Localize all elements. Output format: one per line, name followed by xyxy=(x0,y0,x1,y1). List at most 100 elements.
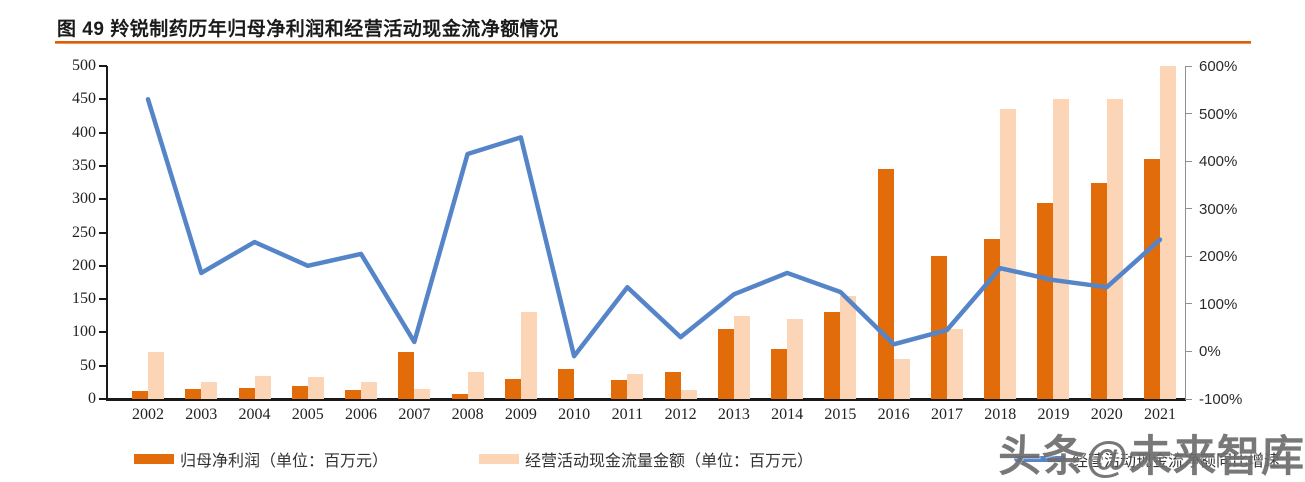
legend-bar-swatch xyxy=(479,454,519,464)
title-underline xyxy=(55,41,1251,44)
x-axis-label: 2015 xyxy=(824,406,857,423)
bar-cash-flow-2006 xyxy=(361,381,378,399)
bar-cash-flow-2002 xyxy=(148,352,164,399)
bar-cash-flow-2016 xyxy=(893,359,910,399)
bar-cash-flow-2015 xyxy=(840,295,857,399)
left-axis-tick xyxy=(99,298,107,301)
x-axis-label: 2009 xyxy=(504,406,537,423)
bar-net-profit-2014 xyxy=(771,349,788,399)
bar-net-profit-2021 xyxy=(1144,159,1160,399)
left-axis-label: 100 xyxy=(72,323,96,341)
bar-net-profit-2013 xyxy=(717,329,734,399)
bar-cash-flow-2018 xyxy=(1000,109,1017,399)
left-axis-tick xyxy=(99,231,107,234)
left-axis-tick xyxy=(99,198,107,201)
left-axis-tick xyxy=(99,65,107,67)
left-axis-tick xyxy=(99,398,107,400)
bar-cash-flow-2012 xyxy=(680,389,697,399)
right-axis-tick xyxy=(1185,398,1192,400)
bar-cash-flow-2021 xyxy=(1160,66,1176,399)
x-axis-label: 2005 xyxy=(291,406,324,423)
left-axis-label: 300 xyxy=(72,190,96,208)
right-axis-label: 400% xyxy=(1199,153,1238,171)
x-axis-label: 2016 xyxy=(877,406,910,423)
right-axis-tick xyxy=(1185,113,1192,115)
x-axis-label: 2004 xyxy=(238,406,271,423)
bar-net-profit-2009 xyxy=(504,379,521,399)
left-axis-label: 200 xyxy=(72,256,96,274)
left-axis-label: 500 xyxy=(72,57,96,74)
legend-item-cash-flow: 经营活动现金流量金额（单位：百万元） xyxy=(479,448,813,470)
x-axis-label: 2002 xyxy=(132,406,164,423)
x-axis-label: 2010 xyxy=(558,406,591,423)
left-axis-tick xyxy=(99,264,107,267)
bar-cash-flow-2019 xyxy=(1053,99,1070,399)
growth-line xyxy=(145,97,1163,359)
left-axis-label: 0 xyxy=(88,390,96,407)
bar-net-profit-2012 xyxy=(664,372,681,399)
bar-net-profit-2008 xyxy=(451,393,468,399)
bar-cash-flow-2005 xyxy=(307,377,324,399)
right-axis-label: 200% xyxy=(1199,248,1238,266)
right-axis-label: 0% xyxy=(1199,343,1221,361)
bar-net-profit-2007 xyxy=(398,352,415,399)
bar-net-profit-2011 xyxy=(611,380,628,399)
bar-cash-flow-2011 xyxy=(627,373,644,399)
right-axis-label: 600% xyxy=(1199,58,1238,75)
left-axis-label: 50 xyxy=(80,356,96,374)
x-axis-label: 2014 xyxy=(771,406,804,423)
bar-cash-flow-2003 xyxy=(201,382,218,399)
bar-cash-flow-2004 xyxy=(254,375,271,399)
left-axis-label: 350 xyxy=(72,156,96,174)
legend-label: 经营活动现金流净额同比增速 xyxy=(1072,453,1281,470)
y-axis-line-left xyxy=(106,66,108,399)
right-axis-label: 300% xyxy=(1199,200,1238,218)
bar-net-profit-2006 xyxy=(345,390,362,399)
bar-cash-flow-2008 xyxy=(467,372,484,399)
right-axis-tick xyxy=(1185,65,1192,67)
right-axis-tick xyxy=(1185,160,1192,162)
bar-cash-flow-2017 xyxy=(946,329,963,399)
x-axis-label: 2018 xyxy=(984,406,1017,423)
legend-line-swatch xyxy=(1014,456,1066,462)
right-axis-tick xyxy=(1185,255,1192,257)
left-axis-tick xyxy=(99,331,107,334)
legend-label: 归母净利润（单位：百万元） xyxy=(180,453,389,470)
x-axis-label: 2007 xyxy=(398,406,431,423)
right-axis-tick xyxy=(1185,350,1192,352)
bar-net-profit-2004 xyxy=(238,388,255,399)
bar-net-profit-2015 xyxy=(824,312,841,399)
right-axis-label: -100% xyxy=(1199,391,1243,408)
bar-net-profit-2002 xyxy=(132,391,148,399)
right-axis-label: 100% xyxy=(1199,295,1238,313)
bar-net-profit-2019 xyxy=(1037,202,1054,399)
bar-cash-flow-2014 xyxy=(787,319,804,399)
left-axis-label: 250 xyxy=(72,223,96,241)
legend-label: 经营活动现金流量金额（单位：百万元） xyxy=(525,453,814,470)
right-axis-tick xyxy=(1185,303,1192,305)
bar-cash-flow-2020 xyxy=(1106,99,1123,399)
y-axis-line-right xyxy=(1185,66,1186,399)
left-axis-label: 150 xyxy=(72,290,96,308)
x-axis-label: 2017 xyxy=(930,406,963,423)
bar-net-profit-2017 xyxy=(930,255,947,399)
bar-net-profit-2005 xyxy=(291,385,308,399)
bar-net-profit-2020 xyxy=(1090,182,1107,399)
bar-cash-flow-2013 xyxy=(733,315,750,399)
x-axis-label: 2011 xyxy=(611,406,644,423)
left-axis-tick xyxy=(99,131,107,134)
x-axis-label: 2012 xyxy=(664,406,697,423)
x-axis-label: 2006 xyxy=(345,406,378,423)
watermark: 头条@未来智库 xyxy=(998,433,1305,481)
right-axis-tick xyxy=(1185,208,1192,210)
x-axis-label: 2021 xyxy=(1144,406,1176,423)
bar-net-profit-2010 xyxy=(558,369,575,399)
x-axis-label: 2013 xyxy=(717,406,750,423)
legend-item-net-profit: 归母净利润（单位：百万元） xyxy=(134,448,388,470)
x-axis-line xyxy=(106,398,1186,401)
legend-item-growth: 经营活动现金流净额同比增速 xyxy=(1014,448,1280,470)
bar-net-profit-2003 xyxy=(185,389,202,399)
figure-title: 图 49 羚锐制药历年归母净利润和经营活动现金流净额情况 xyxy=(57,19,559,40)
right-axis-label: 500% xyxy=(1199,105,1238,123)
